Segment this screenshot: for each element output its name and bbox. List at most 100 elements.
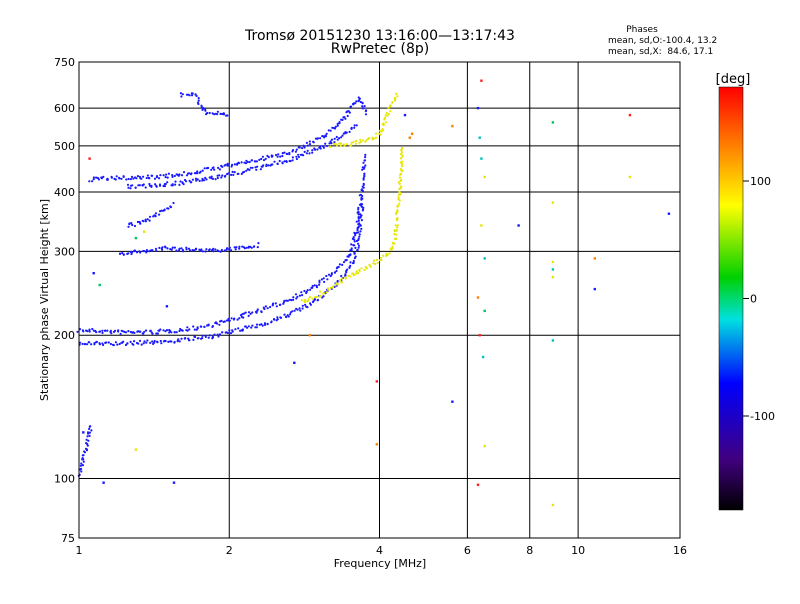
echo-point [218, 323, 221, 326]
echo-point [234, 328, 237, 331]
echo-point [361, 168, 364, 171]
echo-point [362, 182, 365, 185]
echo-point [85, 438, 88, 441]
echo-point [308, 152, 311, 155]
echo-point [271, 304, 274, 307]
echo-point [244, 325, 247, 328]
isolated-echo-point [551, 201, 555, 204]
echo-point [246, 326, 249, 329]
echo-point [401, 154, 404, 157]
x-tick-label: 10 [571, 544, 585, 557]
echo-point [357, 217, 360, 220]
echo-point [180, 247, 183, 250]
echo-point [238, 245, 241, 248]
echo-point [300, 291, 303, 294]
echo-point [239, 314, 243, 317]
echo-trace-8 [77, 425, 93, 477]
echo-point [401, 163, 404, 166]
echo-point [217, 335, 220, 338]
echo-point [281, 154, 284, 158]
echo-point [363, 175, 366, 178]
echo-point [395, 92, 398, 95]
echo-point [296, 295, 299, 298]
echo-point [231, 330, 234, 333]
echo-point [188, 179, 191, 182]
echo-point [237, 327, 240, 330]
echo-point [306, 289, 309, 292]
echo-point [338, 263, 341, 266]
echo-point [336, 122, 339, 125]
echo-point [145, 176, 148, 180]
echo-point [94, 329, 97, 333]
echo-point [361, 102, 364, 105]
echo-point [296, 308, 299, 311]
echo-point [121, 341, 124, 344]
echo-point [399, 173, 402, 176]
echo-point [101, 331, 104, 334]
echo-point [88, 425, 91, 428]
echo-point [196, 172, 199, 175]
echo-point [171, 183, 174, 186]
y-tick-label: 75 [61, 532, 75, 545]
echo-point [344, 273, 347, 276]
echo-point [220, 319, 223, 322]
echo-point [131, 184, 134, 187]
echo-point [394, 97, 397, 100]
colorbar-ticks: 100 0 -100 [743, 175, 775, 423]
echo-point [397, 181, 400, 184]
echo-point [188, 172, 191, 175]
echo-point [204, 176, 207, 179]
echo-point [313, 298, 316, 301]
echo-point [174, 183, 177, 186]
echo-point [342, 132, 345, 135]
echo-point [345, 143, 348, 146]
echo-point [267, 156, 270, 159]
echo-point [219, 112, 222, 115]
echo-point [147, 176, 150, 180]
echo-point [90, 343, 93, 346]
echo-point [93, 342, 96, 345]
echo-point [178, 247, 181, 250]
echo-point [335, 282, 338, 285]
echo-point [374, 136, 378, 139]
isolated-echo-point [481, 355, 485, 359]
isolated-echo-point [165, 305, 169, 308]
echo-point [350, 243, 353, 246]
echo-point [178, 329, 181, 333]
isolated-echo-point [551, 268, 555, 271]
echo-point [396, 224, 399, 227]
echo-point [322, 292, 325, 295]
echo-point [205, 248, 208, 251]
echo-point [319, 145, 322, 148]
echo-point [129, 187, 132, 190]
echo-point [353, 126, 356, 129]
echo-point [264, 305, 267, 308]
echo-point [164, 339, 167, 343]
echo-point [305, 141, 308, 144]
echo-point [295, 157, 298, 161]
echo-point [201, 337, 204, 340]
echo-point [304, 303, 307, 306]
echo-point [151, 340, 154, 343]
echo-point [299, 153, 302, 156]
echo-point [88, 180, 91, 183]
echo-point [180, 174, 184, 177]
isolated-echo-point [172, 481, 176, 484]
echo-point [135, 177, 138, 180]
echo-point [220, 248, 223, 252]
echo-point [88, 427, 91, 430]
echo-point [143, 340, 146, 343]
echo-point [288, 151, 291, 155]
colorbar-tick-label: 100 [750, 175, 771, 188]
echo-point [221, 112, 224, 116]
echo-point [109, 329, 112, 332]
echo-point [132, 343, 135, 346]
echo-point [163, 209, 166, 212]
echo-point [336, 124, 339, 127]
echo-point [304, 300, 307, 303]
echo-point [353, 244, 356, 247]
echo-point [401, 160, 404, 163]
echo-point [400, 168, 403, 171]
echo-point [214, 248, 217, 251]
